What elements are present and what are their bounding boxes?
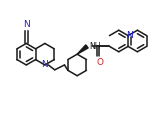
Text: O: O [96,58,103,67]
Text: N: N [42,60,48,69]
Text: N: N [126,31,132,40]
Text: NH: NH [89,42,100,51]
Text: N: N [23,20,30,29]
Polygon shape [77,45,88,54]
